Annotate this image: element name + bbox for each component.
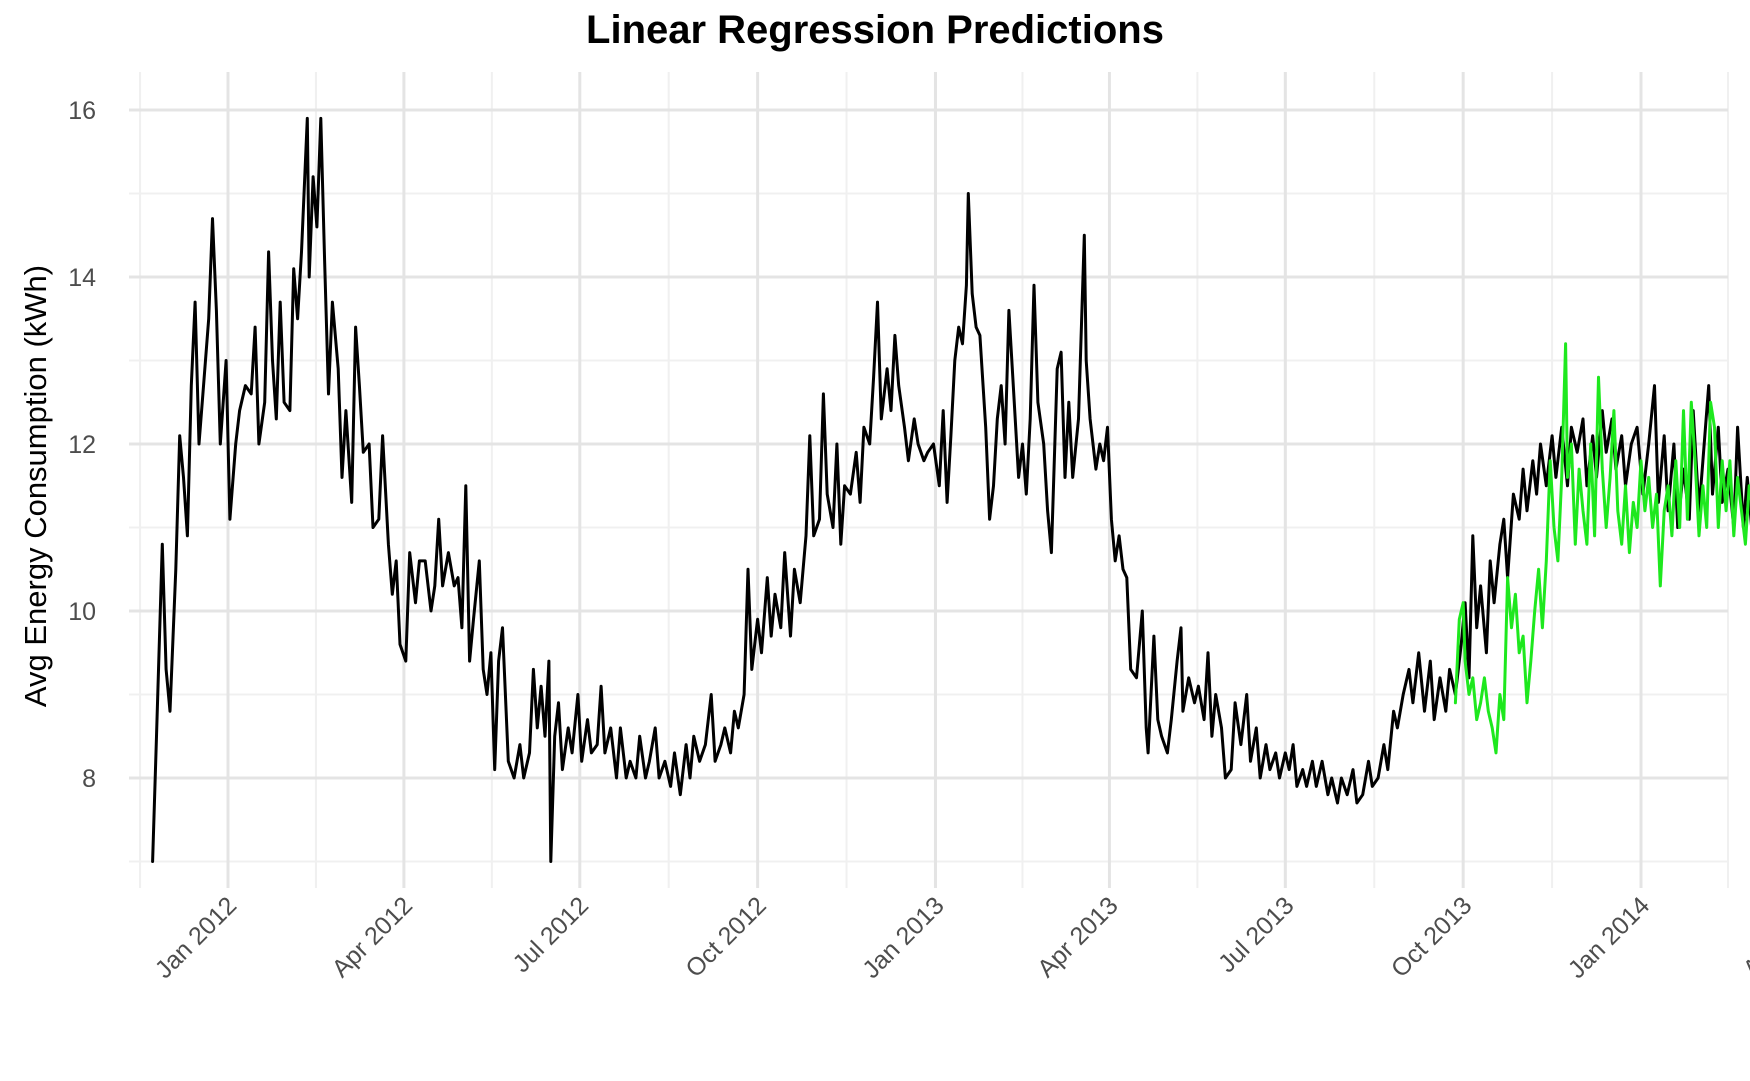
actual-series-line bbox=[151, 116, 1750, 863]
predicted-series-line bbox=[1453, 342, 1750, 755]
x-tick-label: Jan 2014 bbox=[1563, 891, 1656, 984]
major-gridlines bbox=[129, 72, 1728, 888]
y-tick-label: 12 bbox=[68, 431, 96, 459]
x-tick-label: Apr 2012 bbox=[327, 891, 419, 983]
y-tick-labels: 8 10 12 14 16 bbox=[68, 97, 96, 793]
y-tick-label: 10 bbox=[68, 598, 96, 626]
minor-gridlines bbox=[129, 72, 1729, 888]
x-tick-label: Oct 2013 bbox=[1386, 891, 1478, 983]
x-tick-label: Apr 2014 bbox=[1738, 891, 1750, 983]
y-tick-label: 14 bbox=[68, 264, 96, 292]
y-tick-label: 8 bbox=[82, 765, 96, 793]
x-tick-label: Jan 2013 bbox=[857, 891, 950, 984]
x-tick-label: Oct 2012 bbox=[680, 891, 772, 983]
x-tick-label: Jul 2013 bbox=[1213, 891, 1300, 978]
x-tick-label: Jan 2012 bbox=[150, 891, 243, 984]
series-lines bbox=[151, 116, 1750, 863]
y-tick-label: 16 bbox=[68, 97, 96, 125]
chart-title: Linear Regression Predictions bbox=[586, 8, 1164, 52]
x-tick-label: Jul 2012 bbox=[507, 891, 594, 978]
x-tick-label: Apr 2013 bbox=[1032, 891, 1124, 983]
x-tick-labels: Jan 2012 Apr 2012 Jul 2012 Oct 2012 Jan 2013… bbox=[150, 891, 1750, 984]
